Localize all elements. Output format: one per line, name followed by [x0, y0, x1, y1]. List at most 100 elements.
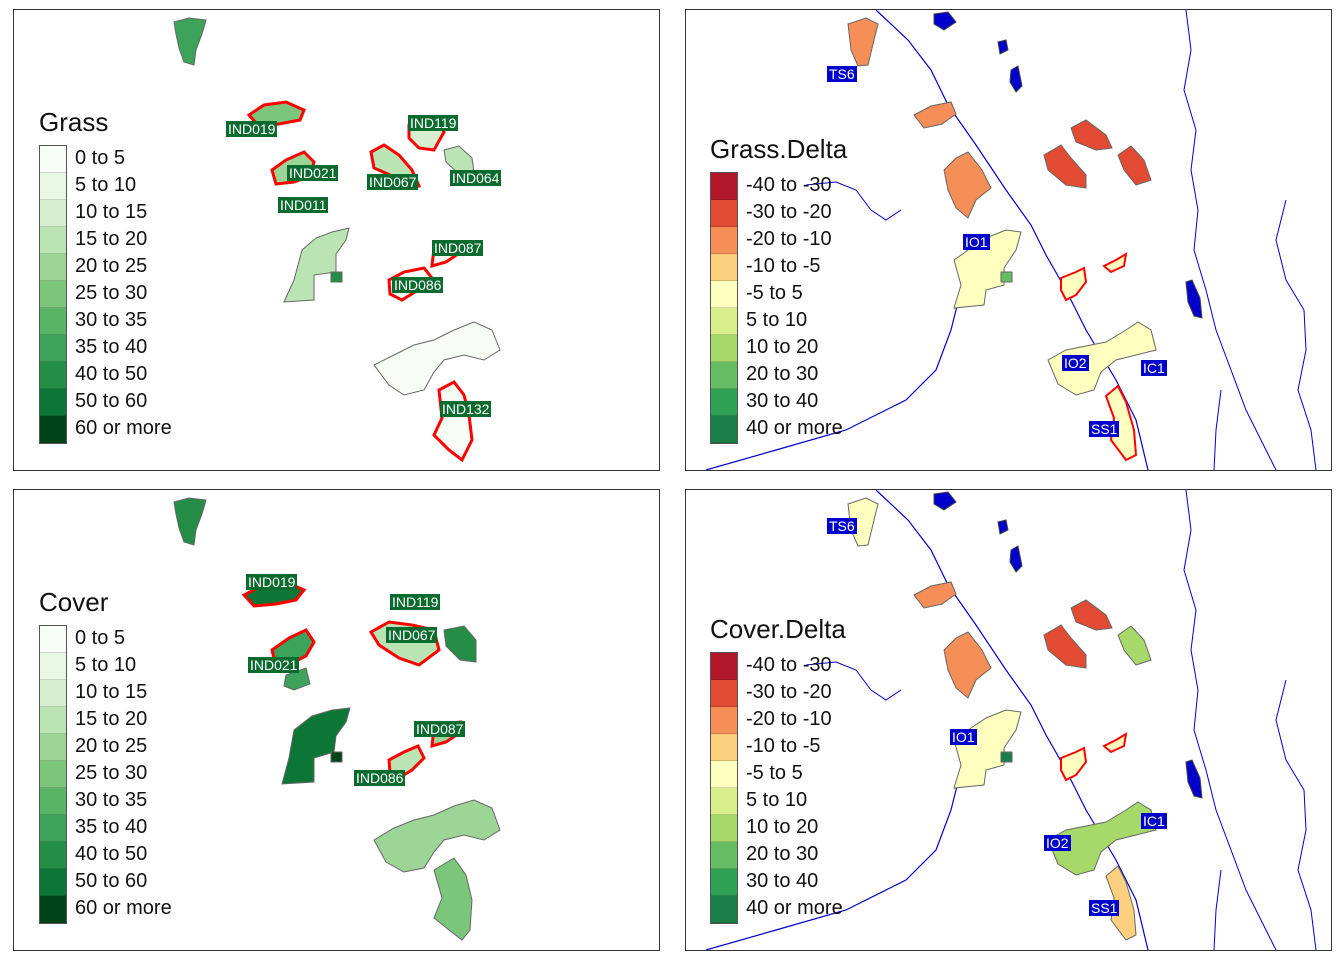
legend-swatch	[711, 869, 737, 896]
legend-cover: Cover 0 to 5 5 to 10 10 to 15 15 to 20	[39, 587, 172, 924]
legend-label: 20 to 30	[746, 843, 819, 865]
legend-swatch	[40, 200, 66, 227]
polygon	[1060, 266, 1088, 302]
legend-swatch	[40, 788, 66, 815]
river-line	[875, 490, 1149, 950]
legend-swatch	[711, 734, 737, 761]
map-panel-cover-delta: TS6 IO1 IO2 IC1 SS1 Cover.Delta -40 to -…	[685, 489, 1332, 951]
site-label: SS1	[1089, 900, 1120, 916]
map-grass-delta	[705, 10, 1317, 470]
polygon	[943, 631, 992, 699]
site-label: IO2	[1044, 835, 1071, 851]
legend-label: -30 to -20	[746, 201, 832, 223]
legend-title: Grass	[39, 107, 109, 137]
legend-label: -10 to -5	[746, 735, 821, 757]
river-line	[1213, 389, 1222, 470]
legend-swatch	[711, 842, 737, 869]
site-label: IC1	[1141, 813, 1167, 829]
polygon	[913, 101, 957, 129]
legend-label: 30 to 35	[75, 789, 148, 811]
legend-grass-delta: Grass.Delta -40 to -30 -30 to -20 -20 to…	[710, 134, 847, 444]
legend-label: 30 to 40	[746, 390, 819, 412]
legend-title: Cover.Delta	[710, 614, 846, 644]
site-label: TS6	[827, 66, 857, 82]
site-label: IO1	[963, 234, 990, 250]
river-line	[805, 181, 902, 221]
polygon	[373, 799, 501, 873]
legend-label: 40 to 50	[75, 843, 148, 865]
legend-label: 50 to 60	[75, 870, 148, 892]
legend-label: 5 to 10	[75, 174, 137, 196]
lake	[997, 519, 1009, 535]
legend-label: 40 or more	[746, 417, 843, 439]
site-label: IND019	[226, 121, 278, 137]
site-label: IND087	[432, 240, 484, 256]
legend-swatch	[711, 761, 737, 788]
legend-label: 35 to 40	[75, 336, 148, 358]
legend-swatch	[40, 389, 66, 416]
legend-swatch	[40, 707, 66, 734]
legend-label: 20 to 30	[746, 363, 819, 385]
legend-label: -30 to -20	[746, 681, 832, 703]
map-cover	[173, 497, 501, 941]
polygon	[281, 707, 351, 785]
polygon	[373, 321, 501, 396]
polygon	[330, 751, 343, 763]
legend-swatch	[711, 707, 737, 734]
legend-swatch	[711, 788, 737, 815]
lake	[997, 39, 1009, 55]
legend-swatch	[711, 335, 737, 362]
legend-grass: Grass 0 to 5 5 to 10 10 to 15 15 to 20	[39, 107, 172, 444]
legend-swatch	[711, 254, 737, 281]
site-label: IND087	[414, 721, 466, 737]
legend-swatch	[40, 308, 66, 335]
legend-title: Grass.Delta	[710, 134, 848, 164]
site-label: IND011	[278, 197, 329, 213]
legend-label: -5 to 5	[746, 282, 803, 304]
legend-label: 15 to 20	[75, 708, 148, 730]
river-line	[1275, 679, 1317, 950]
legend-label: 10 to 15	[75, 681, 148, 703]
polygon	[1070, 599, 1113, 631]
legend-label: -5 to 5	[746, 762, 803, 784]
lake	[933, 491, 957, 511]
legend-label: 25 to 30	[75, 762, 148, 784]
legend-swatch	[40, 815, 66, 842]
map-panel-grass: IND019 IND021 IND011 IND119 IND067 IND06…	[13, 9, 660, 471]
legend-label: 10 to 20	[746, 816, 819, 838]
legend-title: Cover	[39, 587, 109, 617]
polygon	[330, 271, 343, 283]
site-label: IND067	[367, 174, 419, 190]
legend-swatch	[40, 173, 66, 200]
site-label: IND021	[248, 657, 300, 673]
polygon	[1043, 144, 1087, 189]
site-label: IND067	[386, 627, 438, 643]
site-label: IND119	[408, 115, 459, 131]
lake	[1185, 279, 1203, 319]
legend-swatch	[711, 389, 737, 416]
legend-label: 5 to 10	[746, 309, 808, 331]
legend-label: 20 to 25	[75, 735, 148, 757]
polygon	[847, 17, 879, 67]
legend-swatch	[711, 680, 737, 707]
map-panel-cover: IND019 IND119 IND067 IND021 IND087 IND08…	[13, 489, 660, 951]
legend-label: -40 to -30	[746, 174, 832, 196]
legend-label: 5 to 10	[75, 654, 137, 676]
river-line	[875, 10, 1149, 470]
legend-label: 35 to 40	[75, 816, 148, 838]
polygon	[433, 857, 473, 941]
lake	[1185, 759, 1203, 799]
polygon	[943, 151, 992, 219]
legend-label: 20 to 25	[75, 255, 148, 277]
legend-swatch	[711, 227, 737, 254]
polygon	[1102, 252, 1128, 274]
polygon	[173, 17, 207, 66]
legend-swatch	[40, 842, 66, 869]
legend-label: -20 to -10	[746, 228, 832, 250]
legend-swatch	[40, 335, 66, 362]
legend-label: -20 to -10	[746, 708, 832, 730]
polygon	[1117, 625, 1152, 666]
lake	[1009, 65, 1023, 93]
river-line	[1183, 10, 1277, 470]
legend-swatch	[40, 869, 66, 896]
